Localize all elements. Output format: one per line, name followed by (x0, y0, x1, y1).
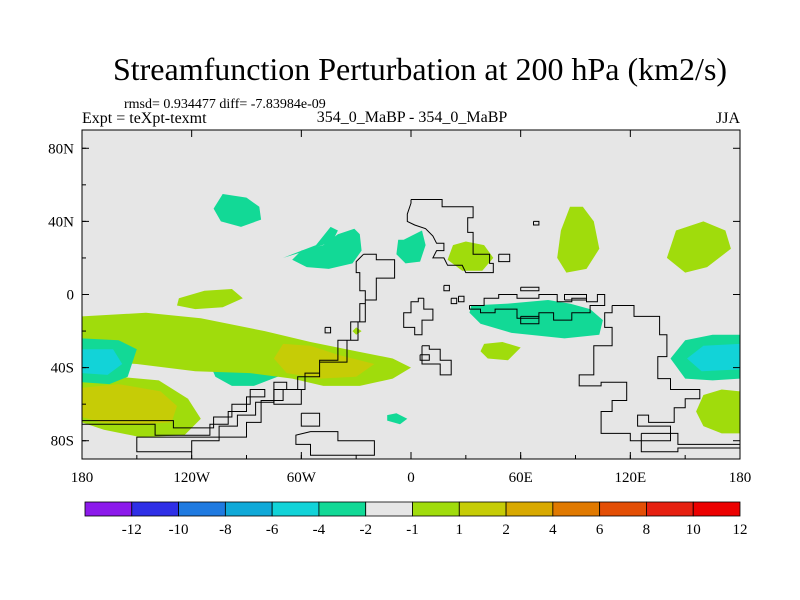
coastline-8 (450, 297, 458, 305)
x-tick-label-2: 60W (287, 470, 317, 486)
contour-region-3 (396, 230, 426, 264)
contour-region-5 (387, 413, 408, 425)
colorbar: -12 -10 -8 -6 -4 -2 -1 1 2 4 6 8 10 12 (84, 501, 748, 538)
colorbar-box-0 (84, 501, 133, 517)
coastline-10 (458, 295, 465, 303)
contour-region-12 (666, 221, 731, 273)
y-tick-label-2: 0 (67, 288, 75, 304)
x-tick-label-4: 60E (509, 470, 533, 486)
coastline-12 (520, 315, 540, 325)
colorbar-label-6: -1 (406, 522, 419, 538)
colorbar-label-2: -8 (219, 522, 232, 538)
contour-region-11 (557, 206, 600, 273)
coastline-5 (295, 431, 375, 456)
coastline-2 (82, 389, 266, 436)
case-label: 354_0_MaBP - 354_0_MaBP (317, 109, 508, 126)
coastline-0 (406, 199, 494, 274)
colorbar-box-4 (271, 501, 320, 517)
coastline-11 (469, 294, 606, 321)
x-tick-label-3: 0 (407, 470, 415, 486)
plot-background (82, 130, 740, 459)
contour-region-0 (213, 194, 262, 227)
coastline-20 (533, 220, 540, 226)
colorbar-label-1: -10 (169, 522, 189, 538)
coastline-19 (419, 354, 430, 361)
x-tick-label-0: 180 (71, 470, 94, 486)
colorbar-label-10: 6 (596, 522, 604, 538)
contour-region-16 (82, 384, 177, 425)
coastline-14 (578, 305, 701, 442)
contour-region-2 (292, 228, 362, 269)
coastline-9 (443, 284, 450, 292)
colorbar-box-12 (646, 501, 694, 517)
colorbar-label-0: -12 (122, 522, 142, 538)
colorbar-box-10 (552, 501, 601, 517)
x-tick-label-5: 120E (614, 470, 646, 486)
colorbar-box-8 (458, 501, 507, 517)
contour-region-20 (82, 349, 123, 375)
chart-title: Streamfunction Perturbation at 200 hPa (… (113, 51, 727, 87)
y-tick-label-1: 40N (48, 214, 74, 230)
coastline-17 (498, 253, 511, 263)
colorbar-label-3: -6 (266, 522, 279, 538)
colorbar-label-11: 8 (643, 522, 651, 538)
colorbar-label-7: 1 (456, 522, 464, 538)
colorbar-label-5: -2 (359, 522, 372, 538)
contour-region-14 (696, 389, 740, 434)
colorbar-box-2 (178, 501, 226, 517)
coastline-3 (273, 381, 302, 405)
colorbar-box-9 (505, 501, 554, 517)
season-label: JJA (716, 110, 740, 127)
colorbar-label-9: 4 (549, 522, 557, 538)
coastline-4 (300, 412, 321, 427)
stats-label: rmsd= 0.934477 diff= -7.83984e-09 (124, 97, 326, 112)
contour-region-21 (687, 343, 740, 372)
colorbar-label-13: 12 (733, 522, 748, 538)
colorbar-label-4: -4 (313, 522, 326, 538)
colorbar-box-1 (131, 501, 179, 517)
x-axis: 180 120W 60W 0 60E 120E 180 (71, 130, 752, 486)
y-tick-label-4: 80S (51, 434, 74, 450)
coastline-13 (564, 294, 587, 301)
coastline-16 (520, 286, 540, 292)
contour-region-9 (447, 241, 494, 271)
colorbar-label-8: 2 (502, 522, 510, 538)
x-tick-label-6: 180 (729, 470, 752, 486)
coastlines (82, 199, 741, 456)
colorbar-box-7 (412, 501, 460, 517)
colorbar-box-3 (224, 501, 273, 517)
coastline-7 (421, 345, 452, 376)
contour-region-17 (273, 343, 375, 379)
contour-region-15 (352, 327, 362, 335)
y-tick-label-0: 80N (48, 141, 74, 157)
colorbar-box-11 (599, 501, 647, 517)
colorbar-box-6 (365, 501, 413, 517)
colorbar-box-5 (318, 501, 367, 517)
map-plot: 180 120W 60W 0 60E 120E 180 80N 40N 0 40S 80S (48, 129, 752, 486)
coastline-1 (136, 253, 396, 453)
coastline-6 (403, 297, 434, 336)
colorbar-box-13 (692, 501, 741, 517)
colorbar-label-12: 10 (686, 522, 701, 538)
experiment-label: Expt = teXpt-texmt (82, 110, 207, 127)
y-tick-label-3: 40S (51, 361, 74, 377)
coastline-18 (324, 326, 332, 334)
y-axis: 80N 40N 0 40S 80S (48, 141, 740, 450)
x-tick-label-1: 120W (173, 470, 211, 486)
contour-region-13 (177, 289, 243, 310)
contour-region-10 (480, 342, 521, 361)
